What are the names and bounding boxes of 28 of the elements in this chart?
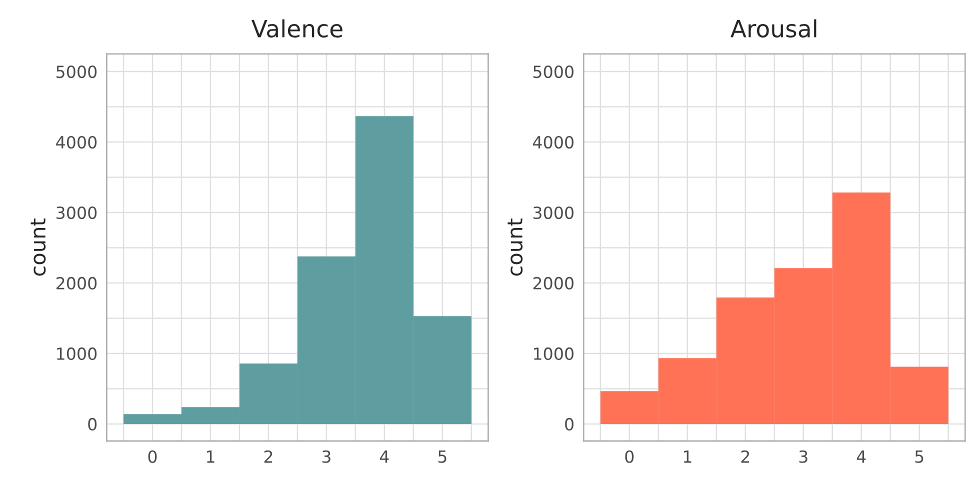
x-tick-label: 0: [625, 450, 634, 463]
y-tick-label: 5000: [533, 65, 574, 78]
x-tick-label: 5: [915, 450, 924, 463]
x-tick-label: 3: [799, 450, 808, 463]
y-tick-label: 3000: [56, 206, 97, 220]
y-tick-label: 2000: [56, 276, 97, 290]
y-tick-label: 0: [565, 418, 574, 431]
y-tick-label: 3000: [533, 206, 574, 220]
x-tick-label: 4: [856, 450, 866, 463]
x-tick-label: 2: [264, 450, 272, 463]
y-tick-label: 1000: [57, 347, 97, 360]
y-tick-label: 5000: [56, 65, 97, 78]
x-tick-label: 0: [148, 450, 157, 463]
y-axis-title: count: [30, 218, 46, 276]
y-tick-label: 1000: [534, 347, 574, 360]
x-tick-label: 3: [322, 450, 330, 463]
x-tick-label: 5: [438, 450, 446, 463]
y-tick-label: 4000: [532, 136, 574, 149]
x-tick-label: 2: [741, 450, 750, 463]
x-tick-label: 1: [207, 450, 214, 463]
y-tick-label: 2000: [533, 276, 574, 290]
chart-title: Arousal: [730, 19, 816, 38]
y-axis-title: count: [508, 218, 523, 276]
x-tick-label: 1: [684, 450, 692, 463]
chart-title: Valence: [251, 19, 342, 38]
y-tick-label: 4000: [56, 136, 97, 149]
x-tick-label: 4: [380, 450, 389, 463]
y-tick-label: 0: [88, 418, 97, 431]
